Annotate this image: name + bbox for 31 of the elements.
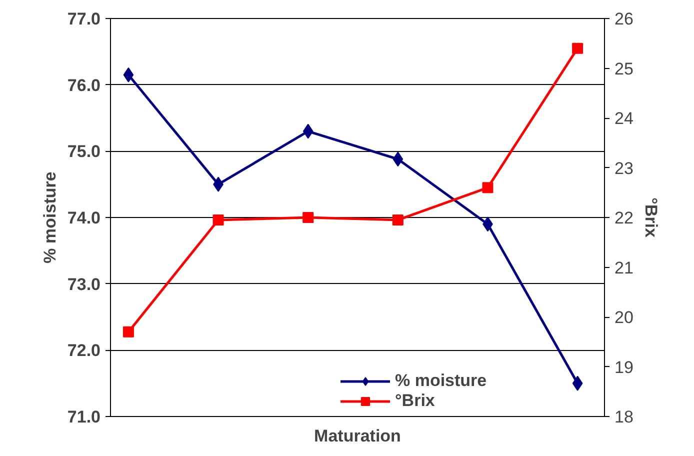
point <box>572 42 584 54</box>
y2-tick-label: 19 <box>614 358 634 377</box>
y2-tick-label: 26 <box>614 10 634 28</box>
point <box>212 214 224 226</box>
point <box>302 124 314 139</box>
point <box>302 212 314 223</box>
point <box>482 182 494 194</box>
y-tick-label: 77.0 <box>67 10 101 28</box>
x-axis-title: Maturation <box>314 426 401 446</box>
point <box>123 67 134 82</box>
y-tick-label: 76.0 <box>67 76 101 95</box>
legend-label: % moisture <box>395 371 487 391</box>
y-tick-label: 71.0 <box>67 408 101 426</box>
y-tick-label: 73.0 <box>67 274 101 294</box>
y-axis-title: % moisture <box>40 172 60 264</box>
y2-tick-label: 23 <box>614 158 634 178</box>
y2-tick-label: 22 <box>614 208 634 228</box>
legend-label: °Brix <box>395 391 435 411</box>
point <box>572 376 583 391</box>
point <box>392 152 404 167</box>
y-tick-label: 72.0 <box>67 341 101 360</box>
y2-axis-title: °Brix <box>641 198 660 238</box>
y2-tick-label: 20 <box>614 308 634 327</box>
y-tick-label: 74.0 <box>67 208 101 228</box>
y2-tick-label: 25 <box>614 59 634 78</box>
y2-tick-label: 18 <box>614 408 634 426</box>
y-tick-label: 75.0 <box>67 142 101 162</box>
y2-tick-label: 21 <box>614 258 634 278</box>
point <box>392 214 404 226</box>
point <box>122 326 134 338</box>
y2-tick-label: 24 <box>614 109 634 128</box>
